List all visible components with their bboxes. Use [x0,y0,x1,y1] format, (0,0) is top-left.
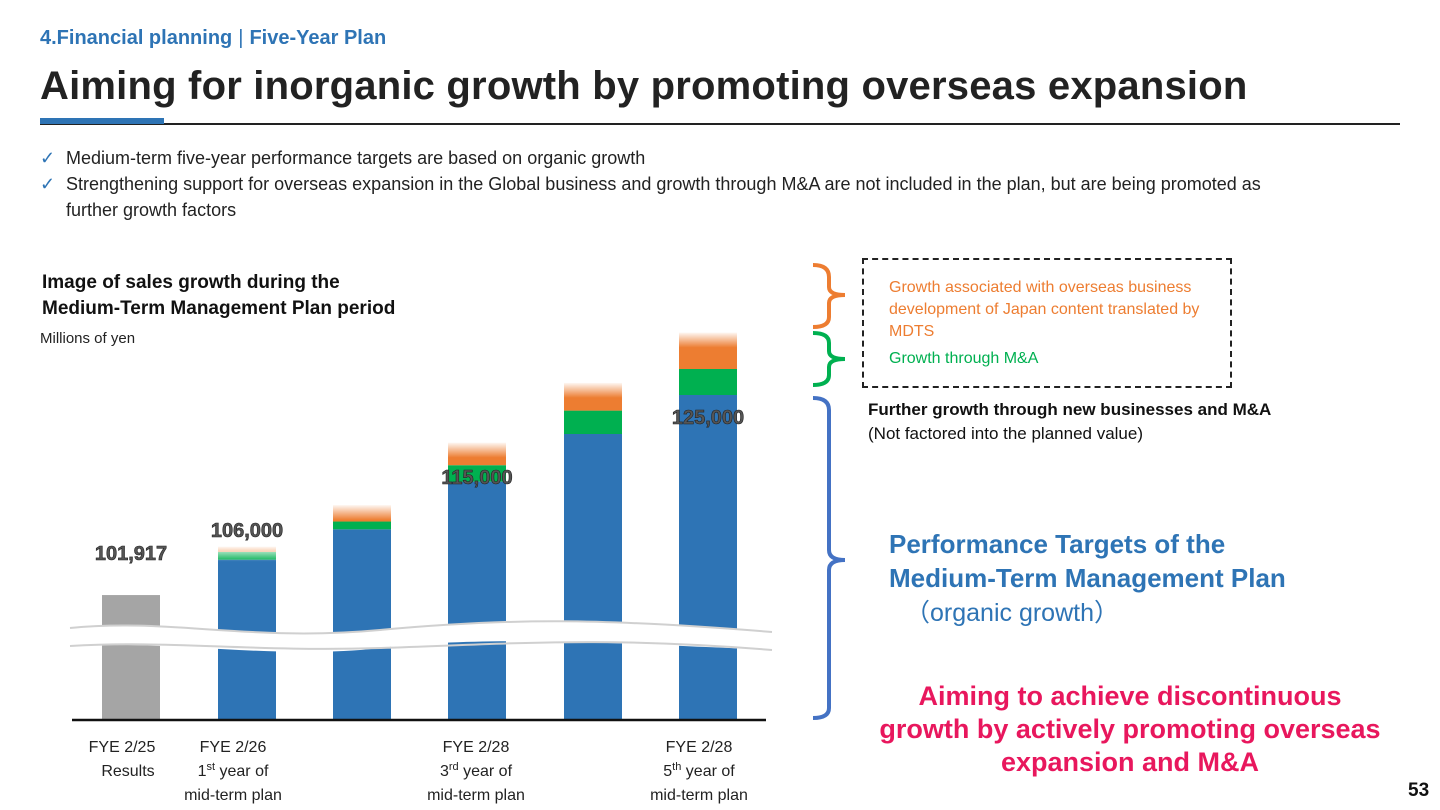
bar-segment-performance-targets-organic-gr [679,395,737,720]
section-separator: | [238,27,244,49]
perf-title-line: Performance Targets of the [889,529,1226,559]
perf-title-line: Medium-Term Management Plan [889,563,1286,593]
chart-unit-label: Millions of yen [40,330,136,347]
aim-statement: Aiming to achieve discontinuous growth b… [860,680,1400,779]
x-tick-label: 5th year of [663,761,735,780]
bar-segment-growth-through-m-a [679,369,737,395]
bars-group [102,331,738,720]
chart-title-line: Image of sales growth during the [42,272,340,293]
bullet-text-continuation: further growth factors [66,200,237,220]
data-label: 101,917 [95,543,167,565]
braces [812,263,846,720]
x-tick-label: mid-term plan [427,787,525,804]
x-tick-label: 1st year of [198,761,269,780]
bar-fade [332,504,392,521]
bullet-text: Strengthening support for overseas expan… [66,174,1261,194]
chart-title: Image of sales growth during the Medium-… [42,270,395,322]
data-labels-group: 101,917 106,000 115,000 125,000 [95,407,745,566]
x-tick-label: mid-term plan [184,787,282,804]
aim-line: growth by actively promoting overseas [879,714,1381,744]
performance-targets-subtitle: （organic growth） [905,599,1119,627]
title-divider [40,123,1400,125]
x-tick-labels-group: FYE 2/25 Results FYE 2/26 1st year of mid-te… [89,739,748,804]
data-label: 115,000 [441,467,512,489]
chart-title-line: Medium-Term Management Plan period [42,298,396,319]
axis-break [69,620,773,652]
performance-targets-title: Performance Targets of the Medium-Term M… [889,527,1286,595]
data-label: 106,000 [211,520,283,542]
green-brace-icon [812,331,846,387]
title-accent-bar [40,118,164,124]
axis-break-line [69,641,773,651]
bar-segment-growth-through-m-a [333,521,391,530]
bar-segment-growth-through-m-a [448,465,506,482]
further-growth-subtitle: (Not factored into the planned value) [868,424,1144,443]
aim-line: expansion and M&A [1000,747,1260,777]
bar-fade [563,381,623,398]
subsection-name: Five-Year Plan [249,27,387,49]
bullet-text: Medium-term five-year performance target… [66,148,646,168]
bullet-item: ✓ Strengthening support for overseas expa… [40,171,1261,223]
x-tick-label: mid-term plan [650,787,748,804]
bullet-item: ✓ Medium-term five-year performance targe… [40,145,645,171]
x-tick-label: Results [101,763,154,780]
x-tick-label: 3rd year of [440,761,513,780]
bar-segment-performance-targets-organic-gr [333,529,391,720]
bar-fade [678,331,738,348]
orange-brace-icon [812,263,846,329]
aim-line: Aiming to achieve discontinuous [918,681,1342,711]
sales-growth-chart: 101,917 106,000 115,000 125,000 FYE 2/25 Res… [69,331,773,804]
bar-segment-performance-targets-organic-gr [448,481,506,720]
page-title: Aiming for inorganic growth by promoting… [40,64,1248,108]
legend-orange-text: Growth associated with overseas business… [889,279,1200,340]
inorganic-growth-legend-box [862,258,1232,388]
axis-break-line [69,620,773,635]
bar-fade [447,441,507,458]
x-tick-label: FYE 2/28 [666,739,733,756]
x-tick-label: FYE 2/28 [443,739,510,756]
page-number: 53 [1408,780,1430,801]
check-icon: ✓ [40,174,56,194]
blue-brace-icon [812,396,846,720]
bar-segment-results [102,595,160,720]
bar-segment-growth-through-m-a [564,410,622,434]
check-icon: ✓ [40,148,56,168]
x-tick-label: FYE 2/26 [200,739,267,756]
legend-green-text: Growth through M&A [889,350,1039,367]
data-label: 125,000 [672,407,744,429]
bar-segment-performance-targets-organic-gr [564,434,622,720]
section-name: 4.Financial planning [40,27,233,49]
section-label: 4.Financial planning | Five-Year Plan [40,27,386,50]
axis-break-band [70,621,772,652]
further-growth-title: Further growth through new businesses an… [868,400,1272,419]
x-tick-label: FYE 2/25 [89,739,156,756]
bar-fade [217,545,277,562]
